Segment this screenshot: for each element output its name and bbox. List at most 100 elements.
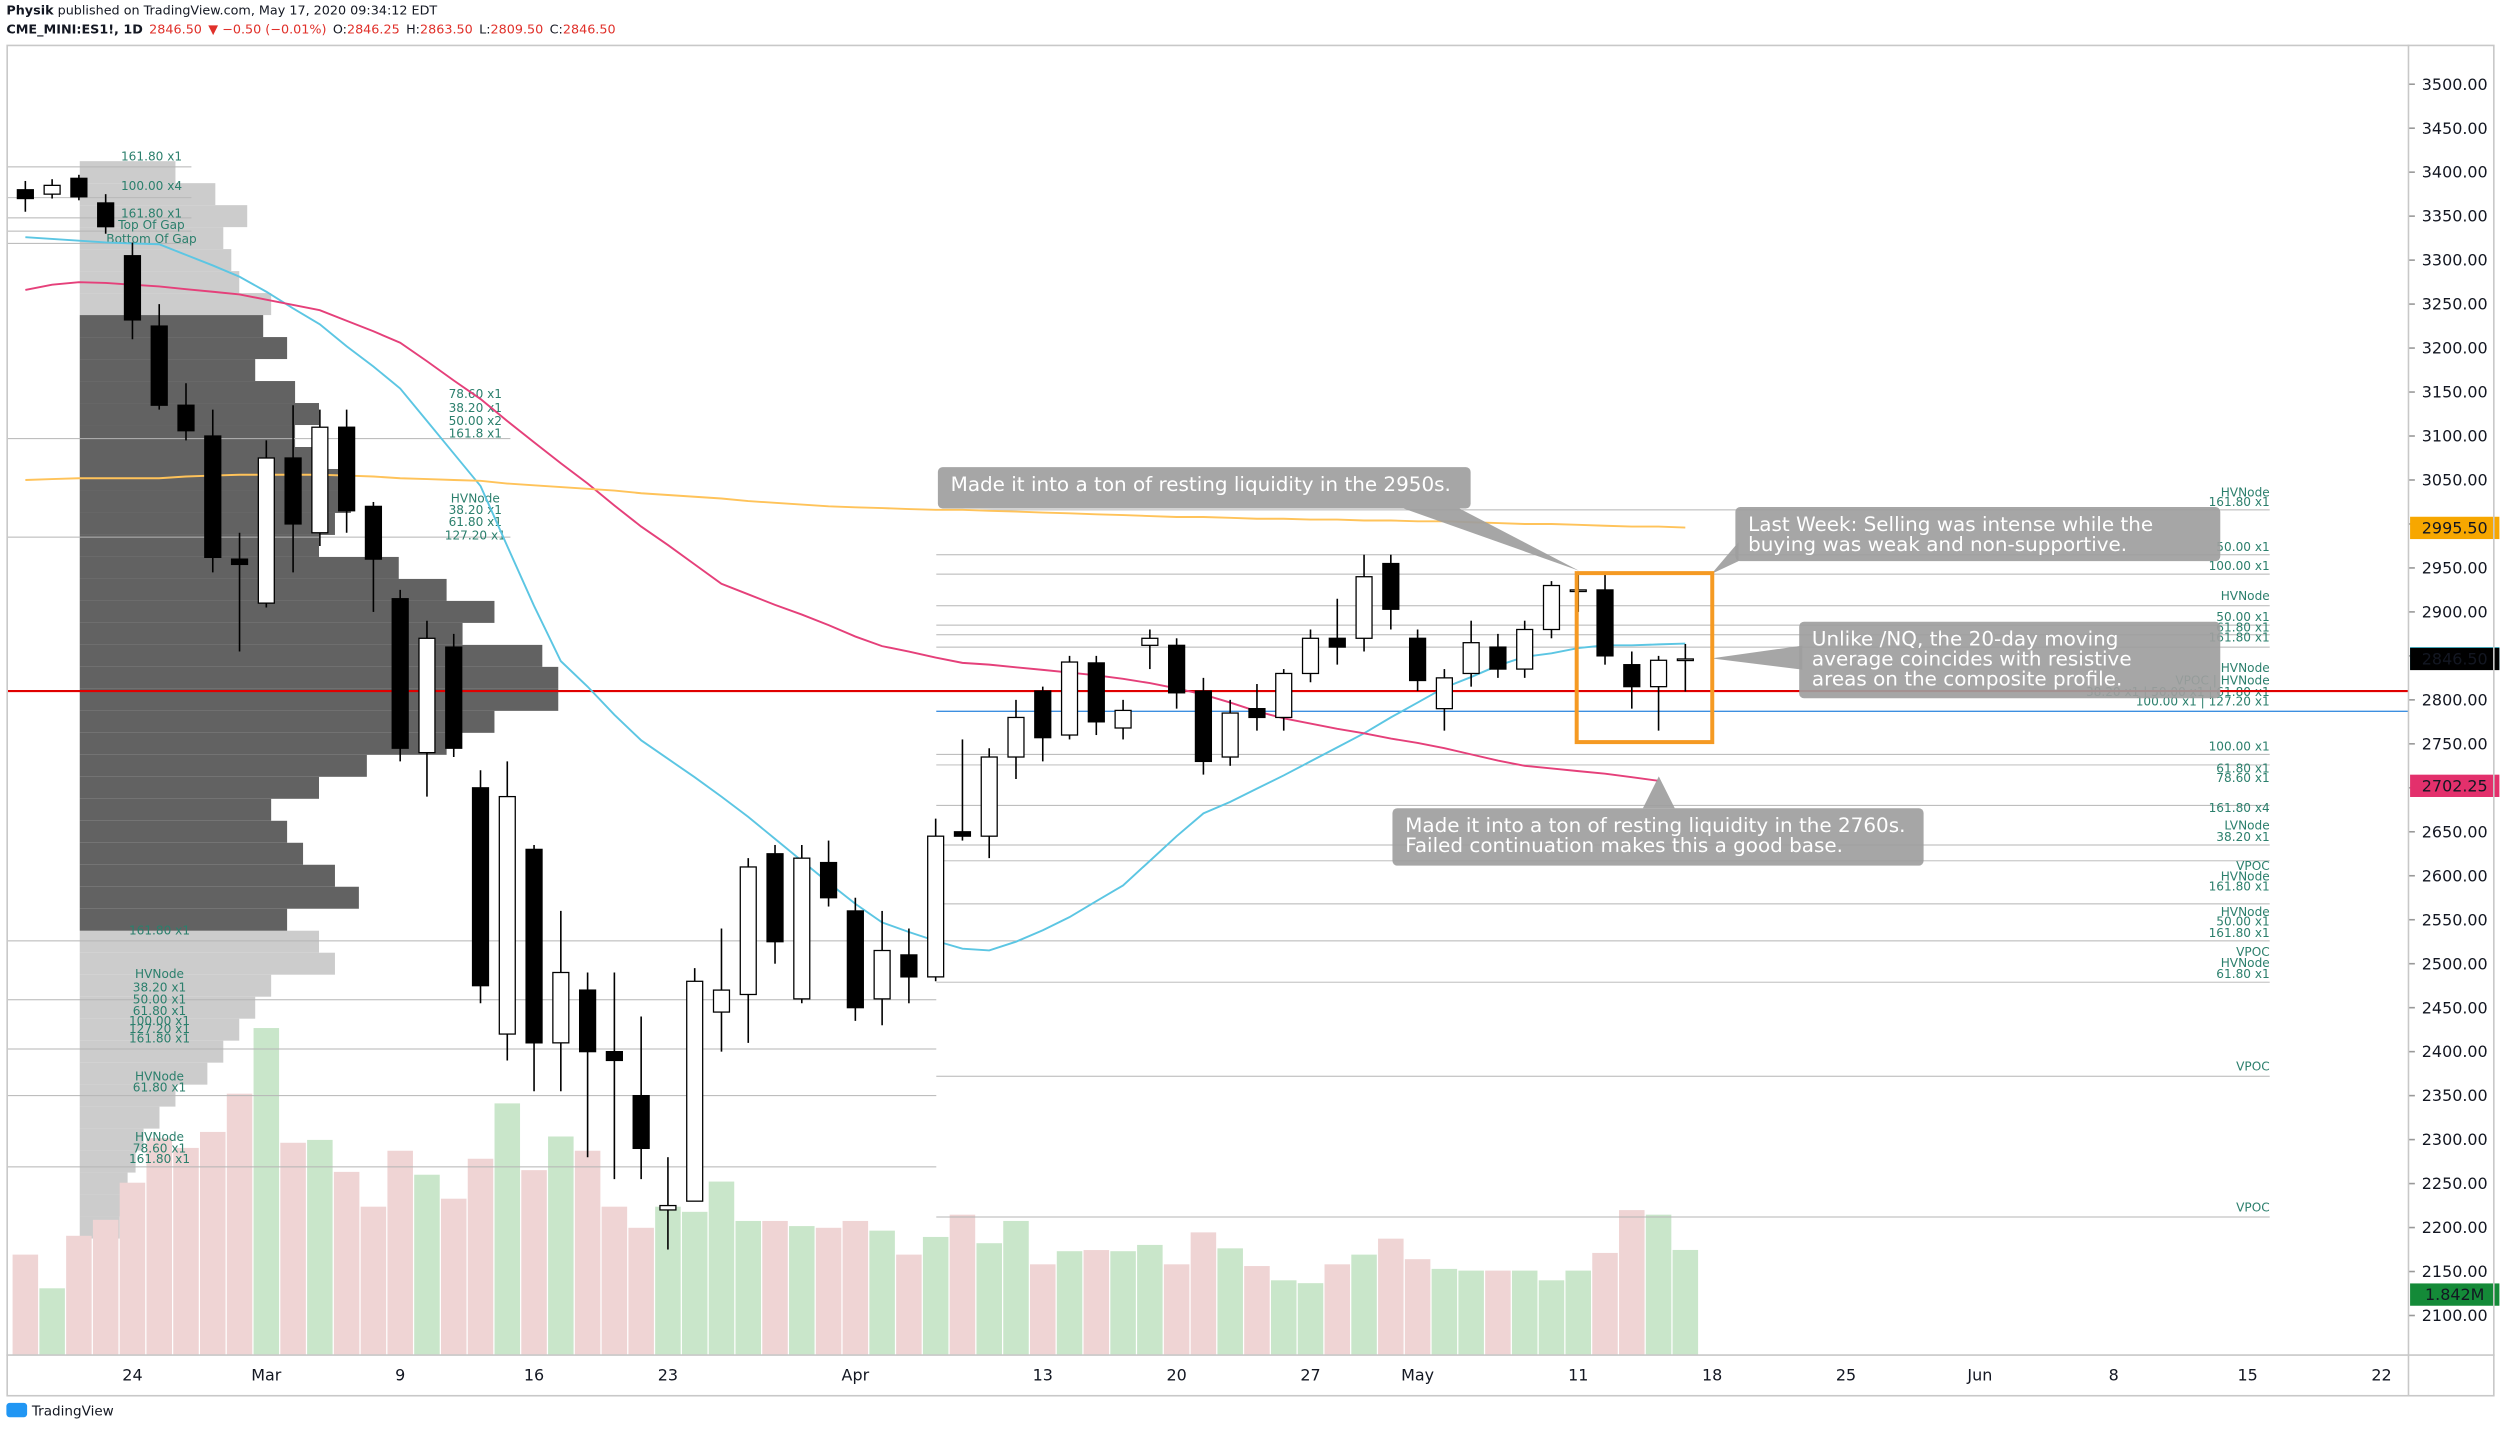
candle-body <box>445 646 463 749</box>
callout-text: areas on the composite profile. <box>1812 668 2122 691</box>
candle-body <box>953 831 972 837</box>
candle-body <box>1435 677 1453 710</box>
candle-body <box>1623 664 1641 688</box>
level-label: 61.80 x1 <box>2216 761 2269 775</box>
candle-body <box>1194 690 1213 763</box>
level-label: VPOC <box>2236 1060 2270 1074</box>
candle-body <box>1676 658 1694 662</box>
x-tick-label: 9 <box>395 1366 405 1385</box>
callout-text: Made it into a ton of resting liquidity … <box>1405 814 1905 837</box>
profile-bar <box>79 710 495 733</box>
volume-bar <box>815 1227 842 1356</box>
level-label: 161.8 x1 <box>449 426 502 440</box>
x-tick-label: 15 <box>2237 1366 2257 1385</box>
volume-bar <box>1217 1248 1243 1356</box>
candle-body <box>900 954 918 978</box>
candle-body <box>471 787 490 987</box>
y-tick-label: 2400.00 <box>2422 1042 2488 1061</box>
o: 2846.25 <box>347 22 400 37</box>
candle-body <box>793 857 811 1000</box>
candle-body <box>927 835 945 978</box>
profile-bar <box>79 403 320 426</box>
c-key: C: <box>550 22 563 37</box>
level-label: 161.80 x1 <box>129 923 190 937</box>
volume-bar <box>1485 1270 1511 1356</box>
volume-bar <box>66 1235 92 1356</box>
volume-bar <box>1351 1254 1377 1356</box>
volume-bar <box>280 1142 306 1356</box>
callout-text: Unlike /NQ, the 20-day moving <box>1812 628 2118 651</box>
volume-bar <box>922 1236 949 1356</box>
profile-bar <box>79 996 256 1019</box>
volume-bar <box>1137 1244 1163 1356</box>
last: 2846.50 <box>149 22 202 37</box>
level-label: 78.60 x1 <box>2216 771 2269 785</box>
x-tick-label: 23 <box>658 1366 678 1385</box>
level-label: HVNode <box>135 967 184 981</box>
price-badge <box>2410 516 2500 540</box>
callout-box <box>1799 621 2221 699</box>
candle-body <box>605 1051 623 1062</box>
callout-box <box>1735 506 2221 562</box>
volume-bar <box>360 1206 387 1356</box>
volume-bar <box>253 1028 280 1356</box>
x-tick-label: 22 <box>2371 1366 2391 1385</box>
candle-body <box>150 325 168 406</box>
volume-bar <box>494 1103 521 1356</box>
frame <box>6 44 2495 1397</box>
x-tick-label: Jun <box>1966 1366 1992 1385</box>
profile-bar <box>79 864 335 887</box>
volume-bar <box>976 1243 1002 1356</box>
candle-body <box>712 989 731 1013</box>
volume-bar <box>1565 1270 1592 1356</box>
candle-body <box>364 505 383 560</box>
volume-bar <box>173 1147 199 1356</box>
level-label: VPOC <box>2236 945 2270 959</box>
x-tick-label: 18 <box>1702 1366 1722 1385</box>
profile-bar <box>79 293 272 316</box>
h-key: H: <box>406 22 420 37</box>
candle-body <box>1168 644 1186 694</box>
candle-body <box>498 795 516 1035</box>
profile-bar <box>79 732 447 755</box>
level-label: 61.80 x1 <box>133 1081 186 1095</box>
candle-body <box>1596 589 1614 657</box>
level-label: 127.20 x1 <box>129 1022 190 1036</box>
candle-body <box>70 177 88 198</box>
level-label: 161.80 x1 <box>121 206 182 220</box>
x-tick-label: 25 <box>1836 1366 1856 1385</box>
volume-bar <box>521 1170 547 1356</box>
highlight-box <box>1574 571 1715 745</box>
callout-pointer <box>1711 542 1739 574</box>
volume-bar <box>762 1220 788 1356</box>
profile-bar <box>79 622 463 645</box>
y-tick-label: 2300.00 <box>2422 1130 2488 1149</box>
candle-body <box>284 457 302 525</box>
moving-average <box>25 473 1686 529</box>
y-tick-label: 2550.00 <box>2422 910 2488 929</box>
volume-bar <box>1458 1270 1484 1356</box>
volume-bar <box>226 1093 253 1356</box>
candle-body <box>1141 637 1159 646</box>
volume-bar <box>146 1138 172 1356</box>
volume-bar <box>1404 1259 1431 1356</box>
candle-body <box>659 1204 677 1211</box>
profile-bar <box>79 666 559 689</box>
volume-bar <box>869 1230 895 1356</box>
candle-body <box>1114 709 1132 729</box>
volume-badge <box>2410 1283 2500 1306</box>
change: ▼ −0.50 (−0.01%) <box>208 22 326 37</box>
level-label: 100.00 x1 <box>2209 559 2270 573</box>
level-label: 50.00 x2 <box>449 414 502 428</box>
profile-bar <box>79 952 335 975</box>
volume-bar <box>735 1220 762 1356</box>
profile-bar <box>79 337 288 360</box>
level-label: HVNode <box>2221 905 2270 919</box>
y-tick-label: 3350.00 <box>2422 207 2488 226</box>
volume-bar <box>387 1150 413 1356</box>
candle-body <box>1034 690 1052 739</box>
profile-bar <box>79 271 240 294</box>
x-tick-label: 27 <box>1300 1366 1320 1385</box>
candle-body <box>204 435 222 559</box>
level-label: 61.80 x1 <box>449 515 502 529</box>
